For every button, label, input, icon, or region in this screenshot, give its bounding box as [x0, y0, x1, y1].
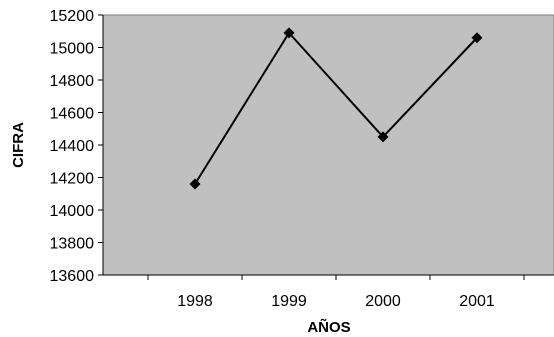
series-markers	[189, 27, 483, 190]
x-axis-title: AÑOS	[307, 318, 350, 336]
y-tick-label: 15000	[50, 41, 95, 58]
y-tick-label: 15200	[50, 8, 95, 25]
y-tick-label: 14800	[50, 73, 95, 90]
series-line	[194, 31, 478, 185]
data-point-marker	[471, 32, 483, 44]
x-tick-label: 1998	[177, 293, 213, 310]
x-axis: 1998 1999 2000 2001	[103, 274, 554, 310]
x-tick-label: 1999	[271, 293, 307, 310]
data-point-marker	[377, 131, 389, 143]
y-tick-label: 13800	[50, 236, 95, 253]
x-tick-label: 2001	[459, 293, 495, 310]
data-point-marker	[283, 27, 295, 39]
y-tick-label: 14000	[50, 203, 95, 220]
y-axis-title: CIFRA	[10, 122, 27, 168]
y-tick-label: 14400	[50, 138, 95, 155]
y-tick-label: 13600	[50, 268, 95, 285]
plot-area	[102, 14, 554, 276]
x-tick-label: 2000	[365, 293, 401, 310]
data-point-marker	[189, 178, 201, 190]
y-tick-label: 14600	[50, 106, 95, 123]
y-tick-label: 14200	[50, 171, 95, 188]
y-axis: 13600 13800 14000 14200 14400 14600 14800 15000…	[50, 8, 104, 285]
